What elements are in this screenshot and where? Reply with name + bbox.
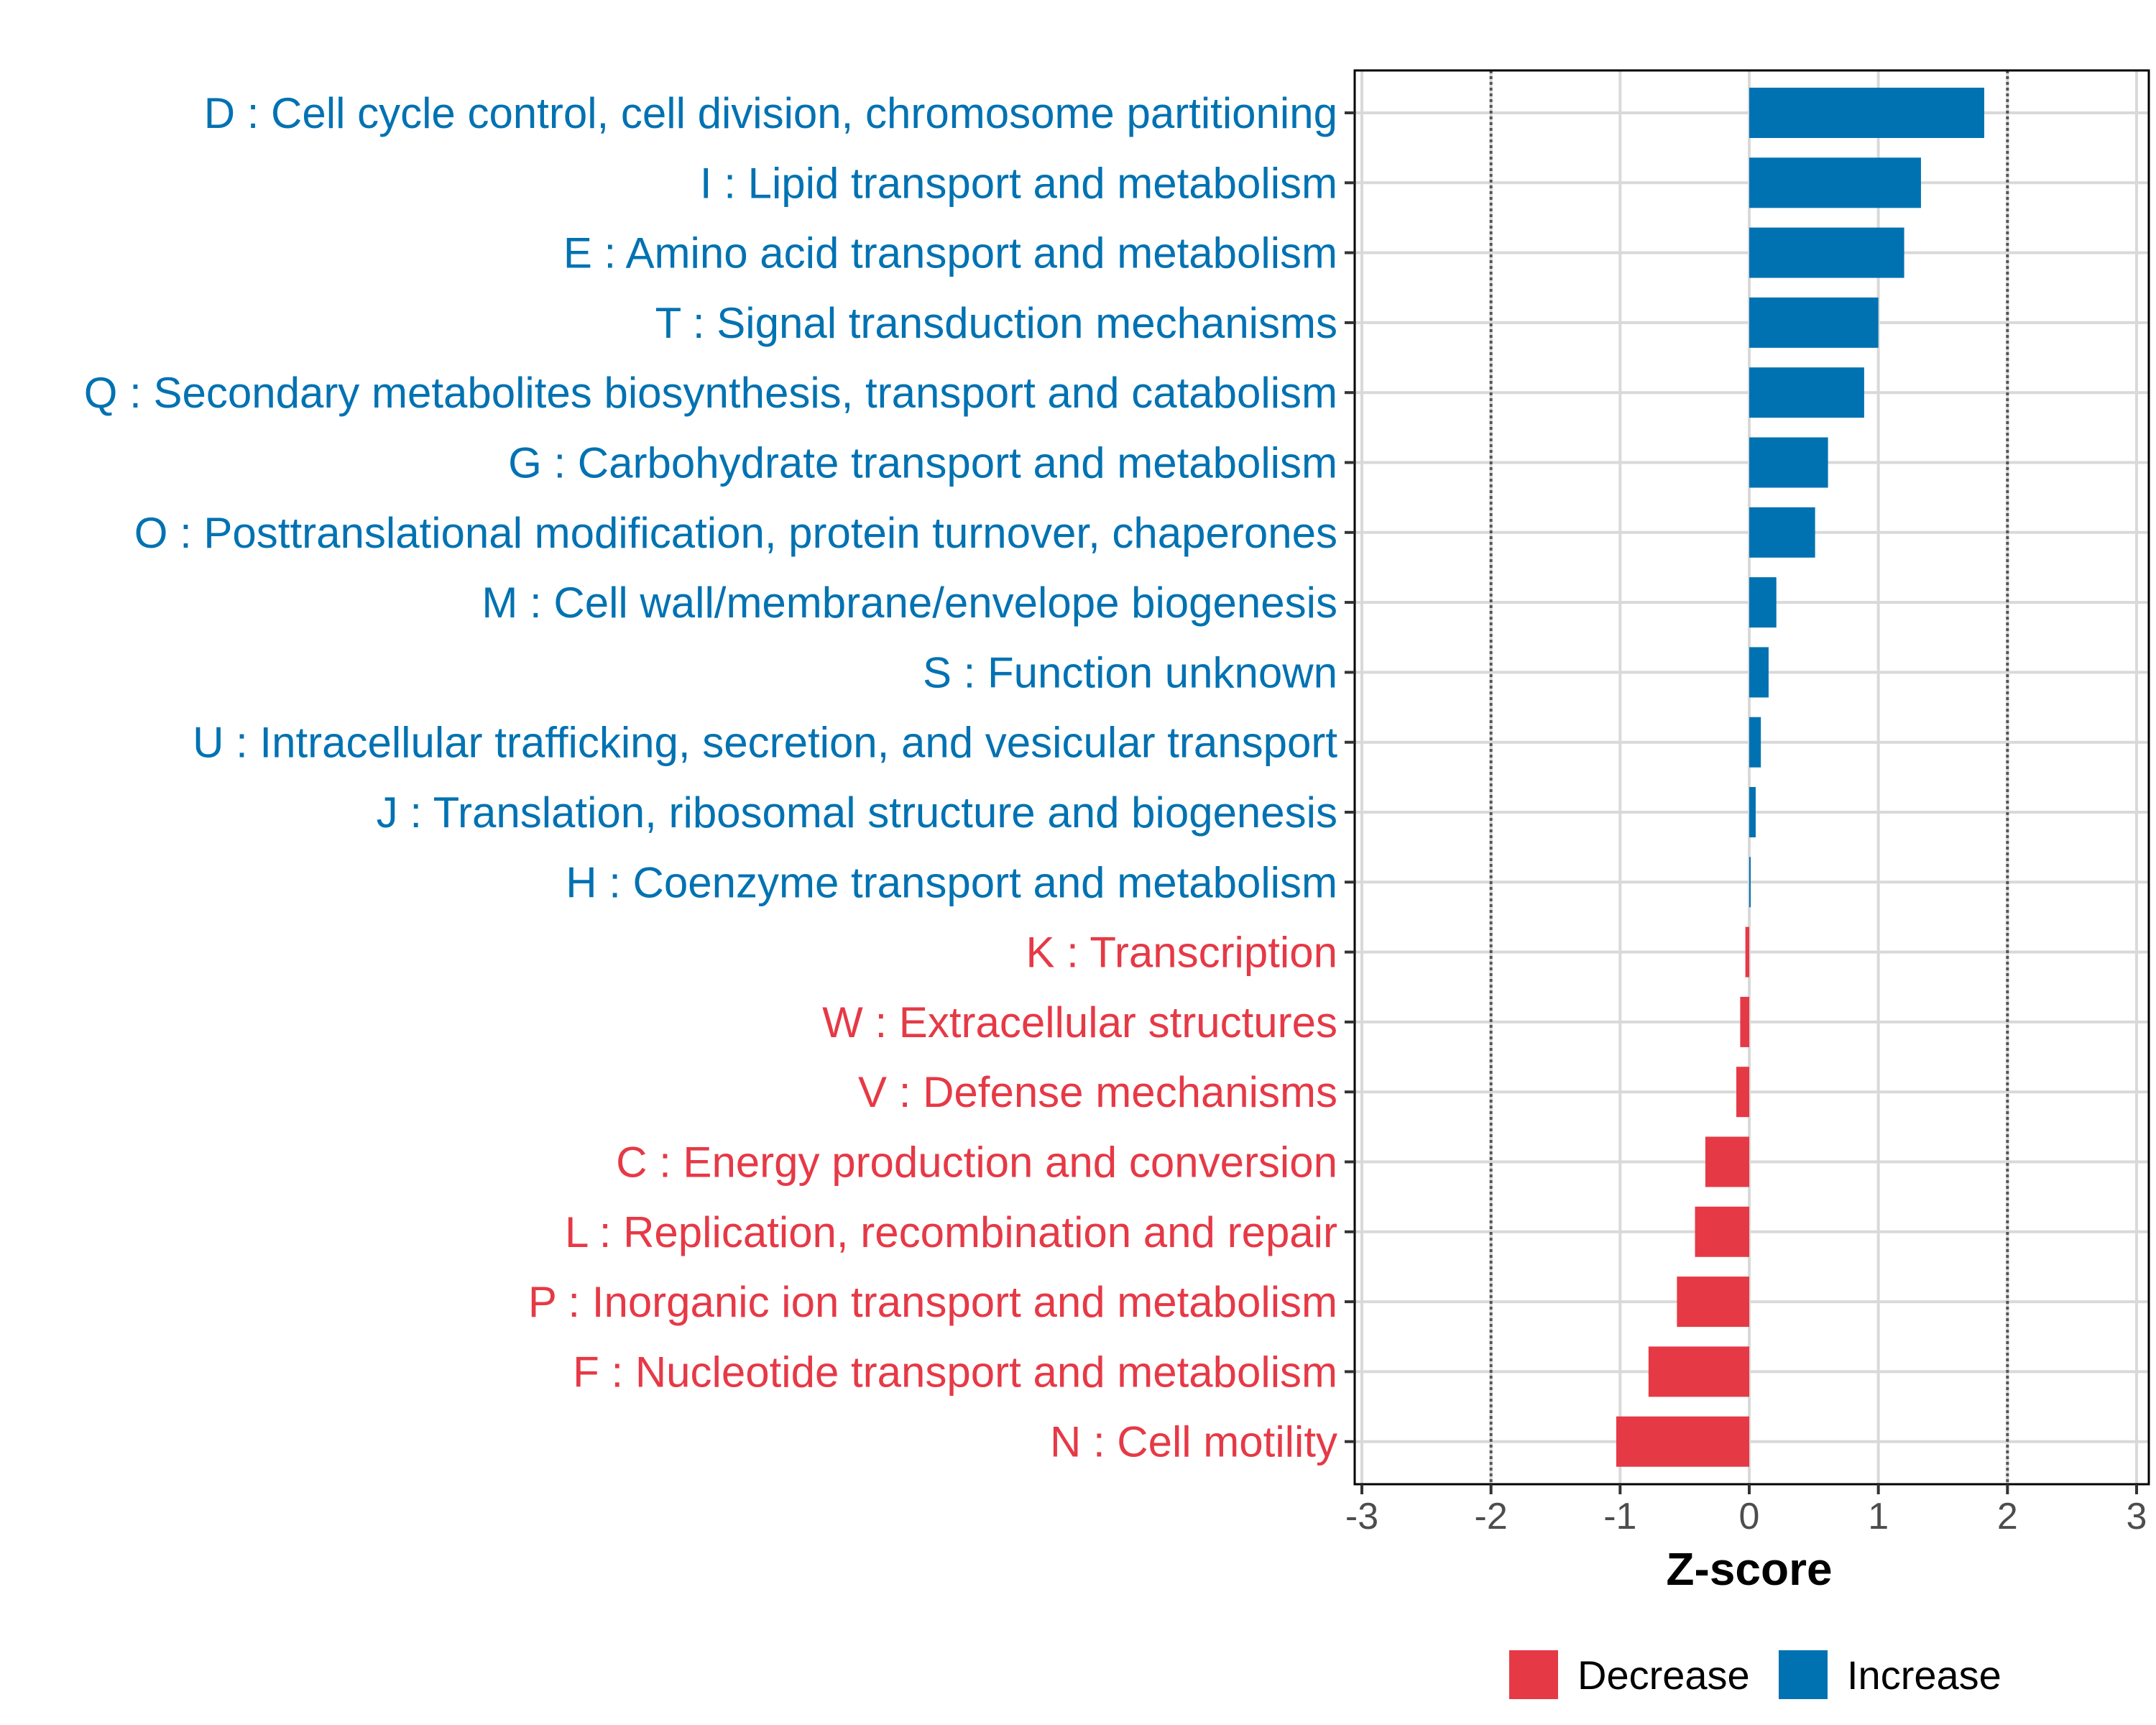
bar-d bbox=[1749, 88, 1984, 138]
bar-f bbox=[1648, 1346, 1749, 1397]
category-label: V : Defense mechanisms bbox=[858, 1068, 1337, 1116]
x-axis-title: Z-score bbox=[1666, 1543, 1832, 1595]
bar-j bbox=[1749, 787, 1756, 837]
category-labels: D : Cell cycle control, cell division, c… bbox=[84, 89, 1338, 1466]
category-label: P : Inorganic ion transport and metaboli… bbox=[528, 1278, 1337, 1326]
x-tick-label: 2 bbox=[1997, 1496, 2018, 1537]
category-label: N : Cell motility bbox=[1050, 1418, 1337, 1466]
bar-h bbox=[1749, 857, 1751, 908]
bar-q bbox=[1749, 367, 1864, 418]
category-label: I : Lipid transport and metabolism bbox=[700, 159, 1337, 207]
category-label: G : Carbohydrate transport and metabolis… bbox=[508, 439, 1337, 487]
bar-u bbox=[1749, 717, 1761, 768]
x-tick-label: -1 bbox=[1603, 1496, 1636, 1537]
x-tick-label: -2 bbox=[1475, 1496, 1508, 1537]
x-tick-label: 3 bbox=[2127, 1496, 2147, 1537]
category-label: U : Intracellular trafficking, secretion… bbox=[193, 719, 1337, 767]
bar-w bbox=[1740, 996, 1749, 1047]
bar-t bbox=[1749, 297, 1879, 348]
plot-frame bbox=[1353, 69, 2150, 1486]
legend-label-decrease: Decrease bbox=[1577, 1652, 1750, 1698]
category-label: L : Replication, recombination and repai… bbox=[565, 1208, 1337, 1256]
x-axis-ticks: -3 -2 -1 0 1 2 3 bbox=[1345, 1484, 2147, 1537]
x-tick-label: -3 bbox=[1345, 1496, 1378, 1537]
legend-swatch-decrease bbox=[1509, 1650, 1558, 1699]
legend-swatch-increase bbox=[1779, 1650, 1828, 1699]
bar-s bbox=[1749, 647, 1769, 698]
y-tick-marks bbox=[1345, 111, 1355, 1443]
x-tick-label: 1 bbox=[1868, 1496, 1889, 1537]
bar-o bbox=[1749, 507, 1815, 558]
bar-n bbox=[1616, 1416, 1749, 1467]
bar-layer bbox=[1616, 88, 1984, 1467]
bar-e bbox=[1749, 227, 1904, 278]
legend-label-increase: Increase bbox=[1847, 1652, 2001, 1698]
category-label: M : Cell wall/membrane/envelope biogenes… bbox=[482, 579, 1337, 627]
x-tick-label: 0 bbox=[1739, 1496, 1760, 1537]
category-label: D : Cell cycle control, cell division, c… bbox=[204, 89, 1337, 137]
bar-i bbox=[1749, 157, 1921, 208]
bar-g bbox=[1749, 437, 1828, 488]
category-label: E : Amino acid transport and metabolism bbox=[563, 229, 1337, 277]
legend: Decrease Increase bbox=[1509, 1650, 2001, 1699]
category-label: W : Extracellular structures bbox=[822, 998, 1337, 1046]
bar-m bbox=[1749, 577, 1777, 628]
category-label: S : Function unknown bbox=[923, 648, 1337, 696]
category-label: Q : Secondary metabolites biosynthesis, … bbox=[84, 369, 1337, 417]
bar-k bbox=[1745, 926, 1749, 978]
bar-c bbox=[1705, 1136, 1749, 1187]
bar-p bbox=[1677, 1276, 1749, 1328]
bar-l bbox=[1695, 1206, 1749, 1257]
bar-v bbox=[1736, 1067, 1749, 1118]
category-label: C : Energy production and conversion bbox=[616, 1138, 1337, 1187]
category-label: J : Translation, ribosomal structure and… bbox=[377, 788, 1337, 837]
category-label: F : Nucleotide transport and metabolism bbox=[573, 1348, 1337, 1396]
category-label: H : Coenzyme transport and metabolism bbox=[566, 858, 1337, 906]
category-label: O : Posttranslational modification, prot… bbox=[134, 509, 1337, 557]
category-label: K : Transcription bbox=[1026, 929, 1337, 977]
category-label: T : Signal transduction mechanisms bbox=[655, 299, 1337, 347]
